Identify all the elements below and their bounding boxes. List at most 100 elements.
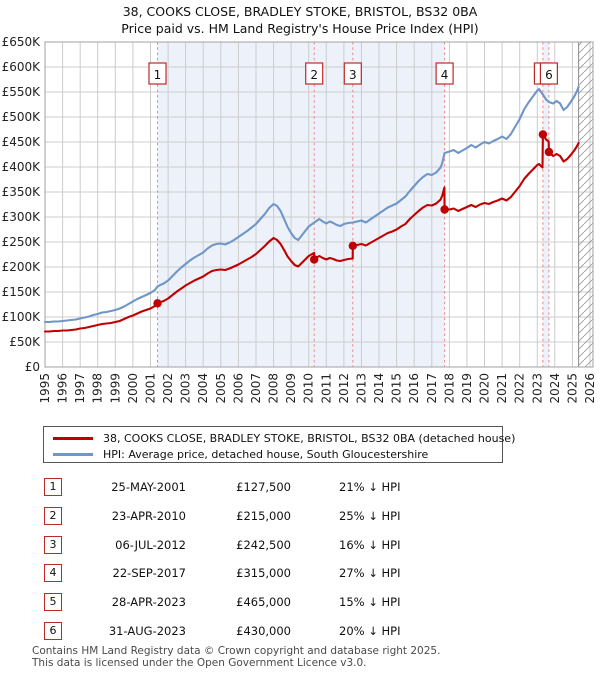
sale-row-number: 4 [44, 564, 62, 582]
sale-table-row: 5 28-APR-2023 £465,000 15% ↓ HPI [44, 593, 400, 613]
x-tick-label: 2002 [161, 373, 175, 404]
y-tick-label: £200K [2, 260, 42, 274]
x-tick-label: 2006 [231, 373, 245, 404]
y-tick-label: £150K [2, 285, 42, 299]
sale-marker [538, 130, 548, 139]
sale-table-row: 6 31-AUG-2023 £430,000 20% ↓ HPI [44, 622, 400, 642]
sale-row-price: £315,000 [236, 566, 291, 580]
sale-row-price: £242,500 [236, 538, 291, 552]
y-tick-label: £300K [2, 210, 42, 224]
x-tick-label: 2010 [302, 373, 316, 404]
sale-number: 4 [441, 68, 449, 82]
sale-row-number: 1 [44, 478, 62, 496]
legend-item-hpi: HPI: Average price, detached house, Sout… [44, 446, 502, 462]
sale-row-date: 22-SEP-2017 [112, 566, 186, 580]
x-tick-label: 2025 [565, 373, 579, 404]
sale-row-price: £430,000 [236, 624, 291, 638]
x-tick-label: 2012 [337, 373, 351, 404]
future-hatch-band [578, 42, 593, 367]
sale-number: 6 [545, 68, 553, 82]
x-tick-label: 2004 [196, 373, 210, 404]
sale-row-hpi-delta: 21% ↓ HPI [339, 480, 401, 494]
x-tick-label: 2001 [144, 373, 158, 404]
hpi-line [43, 85, 580, 324]
y-tick-label: £250K [2, 235, 42, 249]
x-tick-label: 2013 [355, 373, 369, 404]
sale-row-number: 6 [44, 622, 62, 640]
x-tick-label: 2020 [478, 373, 492, 404]
x-tick-label: 2016 [407, 373, 421, 404]
sale-row-date: 06-JUL-2012 [115, 538, 186, 552]
y-tick-label: £500K [2, 110, 42, 124]
property-line [43, 133, 580, 333]
sale-row-number: 2 [44, 507, 62, 525]
footer: Contains HM Land Registry data © Crown c… [32, 645, 441, 669]
sale-number: 1 [154, 68, 162, 82]
sale-row-hpi-delta: 16% ↓ HPI [339, 538, 401, 552]
x-tick-label: 2022 [513, 373, 527, 404]
y-tick-label: £450K [2, 135, 42, 149]
sale-table-row: 2 23-APR-2010 £215,000 25% ↓ HPI [44, 507, 400, 527]
sale-row-date: 25-MAY-2001 [111, 480, 186, 494]
x-tick-label: 2007 [249, 373, 263, 404]
x-tick-label: 1997 [73, 373, 87, 404]
sale-marker [348, 241, 357, 250]
sale-row-date: 28-APR-2023 [111, 595, 186, 609]
x-tick-label: 2008 [267, 373, 281, 404]
sale-table-row: 4 22-SEP-2017 £315,000 27% ↓ HPI [44, 564, 400, 584]
x-tick-label: 2019 [460, 373, 474, 404]
plot-border [44, 41, 594, 368]
y-tick-label: £550K [2, 85, 42, 99]
x-tick-label: 1996 [56, 373, 70, 404]
x-tick-label: 2009 [284, 373, 298, 404]
hpi-line-swatch [53, 452, 93, 456]
legend-item-property: 38, COOKS CLOSE, BRADLEY STOKE, BRISTOL,… [44, 430, 515, 446]
sale-row-hpi-delta: 27% ↓ HPI [339, 566, 401, 580]
sale-row-price: £215,000 [236, 509, 291, 523]
y-tick-label: £650K [2, 35, 42, 49]
chart-legend: 38, COOKS CLOSE, BRADLEY STOKE, BRISTOL,… [43, 426, 515, 463]
x-tick-label: 2021 [495, 373, 509, 404]
sale-number-box [435, 62, 454, 85]
sale-row-hpi-delta: 20% ↓ HPI [339, 624, 401, 638]
x-tick-label: 1995 [38, 373, 52, 404]
shaded-band [542, 42, 549, 367]
sale-row-hpi-delta: 25% ↓ HPI [339, 509, 401, 523]
sale-marker [310, 255, 319, 264]
x-tick-label: 2023 [530, 373, 544, 404]
sale-table-row: 3 06-JUL-2012 £242,500 16% ↓ HPI [44, 536, 400, 556]
sale-number-box [343, 62, 362, 85]
sale-number-box [305, 62, 324, 85]
sale-row-price: £127,500 [236, 480, 291, 494]
x-tick-label: 2014 [372, 373, 386, 404]
sale-row-number: 5 [44, 593, 62, 611]
sale-number: 2 [310, 68, 318, 82]
page-title: 38, COOKS CLOSE, BRADLEY STOKE, BRISTOL,… [122, 4, 478, 19]
sale-number-box [148, 62, 167, 85]
y-tick-label: £350K [2, 185, 42, 199]
price-history-chart: 123456£0£50K£100K£150K£200K£250K£300K£35… [2, 35, 597, 404]
sale-number-box [539, 62, 559, 85]
x-tick-label: 1998 [91, 373, 105, 404]
x-tick-label: 2018 [442, 373, 456, 404]
x-tick-label: 2011 [319, 373, 333, 404]
sale-row-date: 31-AUG-2023 [108, 624, 186, 638]
shaded-band [157, 42, 445, 367]
x-tick-label: 2005 [214, 373, 228, 404]
property-line-swatch [53, 436, 93, 440]
footer-line2: This data is licensed under the Open Gov… [32, 656, 367, 669]
x-tick-label: 2024 [548, 373, 562, 404]
sale-row-hpi-delta: 15% ↓ HPI [339, 595, 401, 609]
legend-label: HPI: Average price, detached house, Sout… [103, 447, 429, 461]
x-tick-label: 2003 [179, 373, 193, 404]
x-tick-label: 1999 [108, 373, 122, 404]
y-tick-label: £600K [2, 60, 42, 74]
x-tick-label: 2015 [390, 373, 404, 404]
footer-line1: Contains HM Land Registry data © Crown c… [32, 645, 441, 657]
sale-marker [440, 205, 449, 214]
x-tick-label: 2026 [583, 373, 597, 404]
sale-marker [544, 147, 554, 157]
y-tick-label: £400K [2, 160, 42, 174]
sale-row-date: 23-APR-2010 [111, 509, 186, 523]
